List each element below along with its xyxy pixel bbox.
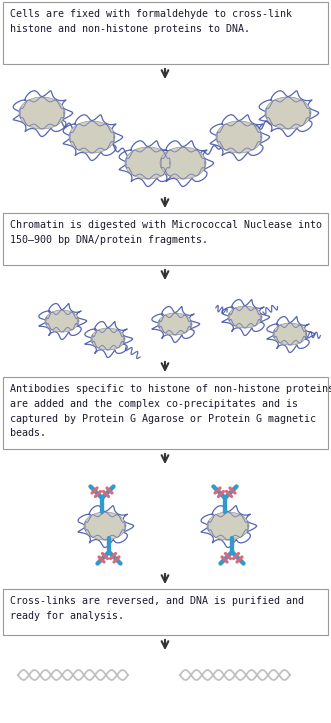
Text: Cross-links are reversed, and DNA is purified and
ready for analysis.: Cross-links are reversed, and DNA is pur…	[10, 596, 304, 621]
Ellipse shape	[84, 512, 126, 540]
Ellipse shape	[125, 147, 171, 179]
Ellipse shape	[265, 97, 311, 129]
Ellipse shape	[69, 121, 115, 153]
Text: Cells are fixed with formaldehyde to cross-link
histone and non-histone proteins: Cells are fixed with formaldehyde to cro…	[10, 9, 292, 34]
FancyBboxPatch shape	[3, 589, 328, 635]
FancyBboxPatch shape	[3, 213, 328, 265]
FancyBboxPatch shape	[3, 377, 328, 449]
Ellipse shape	[45, 310, 79, 332]
Ellipse shape	[273, 323, 307, 345]
Ellipse shape	[158, 313, 192, 335]
Ellipse shape	[19, 97, 65, 129]
Text: Antibodies specific to histone of non-histone proteins
are added and the complex: Antibodies specific to histone of non-hi…	[10, 384, 331, 438]
FancyBboxPatch shape	[3, 2, 328, 64]
Ellipse shape	[216, 121, 262, 153]
Ellipse shape	[91, 328, 125, 350]
Ellipse shape	[160, 147, 206, 179]
Text: Chromatin is digested with Micrococcal Nuclease into
150–900 bp DNA/protein frag: Chromatin is digested with Micrococcal N…	[10, 220, 322, 245]
Ellipse shape	[207, 512, 249, 540]
Ellipse shape	[228, 306, 262, 328]
